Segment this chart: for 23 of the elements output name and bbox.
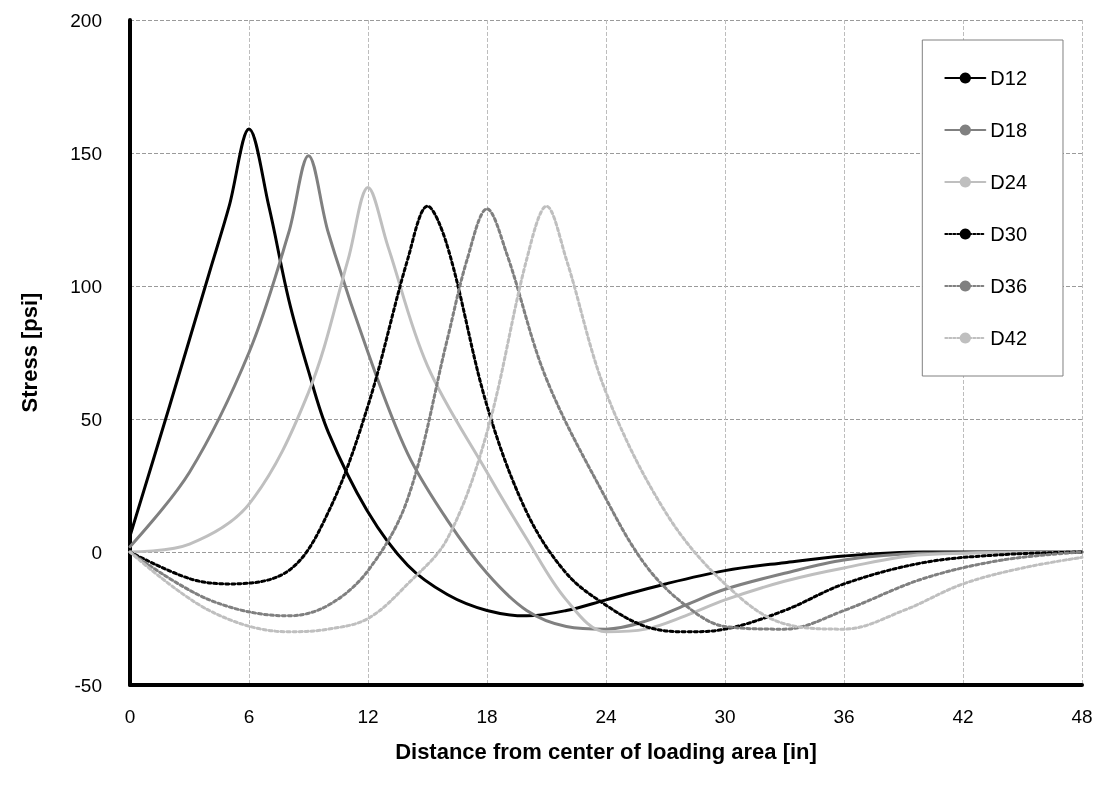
y-tick-label: -50 xyxy=(74,674,102,696)
x-tick-label: 24 xyxy=(595,706,617,727)
x-tick-label: 6 xyxy=(243,706,255,727)
y-tick-label: 150 xyxy=(70,142,102,164)
y-tick-label: 0 xyxy=(91,541,102,563)
y-tick-label: 100 xyxy=(70,275,102,297)
legend-label: D24 xyxy=(990,171,1028,193)
legend-label: D42 xyxy=(990,327,1028,349)
legend-label: D18 xyxy=(990,119,1028,141)
y-tick-label: 200 xyxy=(70,9,102,31)
legend-label: D12 xyxy=(990,67,1028,89)
x-tick-label: 48 xyxy=(1071,706,1093,727)
legend-label: D30 xyxy=(990,223,1028,245)
legend-label: D36 xyxy=(990,275,1028,297)
x-tick-label: 30 xyxy=(714,706,736,727)
x-tick-label: 18 xyxy=(476,706,498,727)
y-tick-label: 50 xyxy=(80,408,102,430)
x-axis-title: Distance from center of loading area [in] xyxy=(395,738,817,764)
x-tick-label: 0 xyxy=(124,706,136,727)
y-axis-title: Stress [psi] xyxy=(16,292,42,413)
x-tick-label: 12 xyxy=(357,706,379,727)
x-tick-label: 36 xyxy=(833,706,855,727)
x-tick-label: 42 xyxy=(952,706,974,727)
